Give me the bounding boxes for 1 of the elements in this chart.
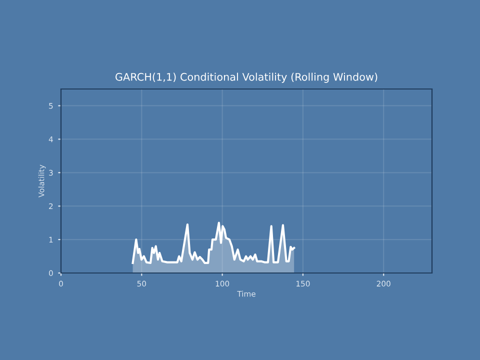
chart-title: GARCH(1,1) Conditional Volatility (Rolling Window) xyxy=(116,72,378,83)
